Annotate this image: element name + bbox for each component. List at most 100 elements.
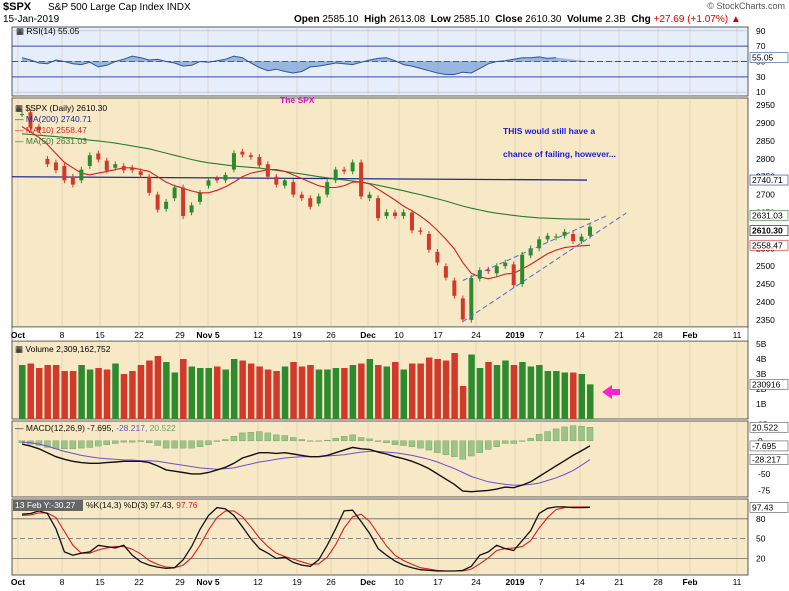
candle-body [181, 187, 186, 217]
volume-bar [502, 360, 509, 419]
price-tick-label: 2450 [756, 279, 775, 289]
volume-bar [61, 371, 68, 419]
volume-bar [222, 369, 229, 419]
macd-legend-part: -28.217, [116, 423, 150, 433]
candle-body [130, 167, 135, 171]
macd-value-label: -7.695 [752, 441, 776, 451]
candle-body [562, 231, 567, 236]
macd-histogram-bar [129, 440, 136, 443]
date-tick-label-bottom: 26 [326, 577, 336, 587]
macd-histogram-bar [264, 432, 272, 442]
macd-histogram-bar [493, 440, 500, 447]
macd-line [21, 443, 591, 493]
volume-bar [44, 365, 51, 419]
volume-bar [112, 363, 119, 419]
candle-body [333, 169, 338, 181]
candle-body [545, 235, 550, 240]
candle-body [53, 162, 58, 171]
stochastic-d-line [21, 506, 591, 572]
stochastic-legend-part: 97.43, [150, 500, 176, 510]
candle-body [87, 155, 92, 166]
volume-bar [230, 359, 238, 419]
macd-histogram-bar [290, 437, 297, 442]
macd-histogram-bar [86, 440, 94, 448]
candle-body [308, 198, 313, 207]
price-tick-label: 2500 [756, 261, 775, 271]
macd-histogram-bar [247, 432, 255, 442]
macd-histogram-bar [535, 434, 543, 442]
stochastic-tooltip: 13 Feb Y:-30.27 [15, 500, 76, 510]
volume-bar [273, 371, 280, 419]
volume-bar [95, 368, 102, 419]
candle-body [469, 277, 474, 320]
macd-legend-part: 20.522 [150, 423, 176, 433]
volume-bar [349, 365, 357, 419]
macd-histogram-bar [518, 440, 526, 442]
candle-body [62, 165, 67, 181]
date-tick-label-bottom: 2019 [506, 577, 525, 587]
stochastic-tooltip-box [13, 500, 83, 511]
volume-bar [510, 365, 518, 419]
candle-body [189, 205, 194, 213]
pink-arrow-icon [602, 385, 620, 399]
date-tick-label: Dec [360, 330, 376, 340]
volume-bar [154, 356, 162, 419]
volume-bar [570, 372, 577, 419]
candle-body [393, 212, 398, 217]
macd-histogram-bar [213, 440, 221, 442]
volume-bar [417, 363, 424, 419]
price-tick-label: 2350 [756, 315, 775, 325]
volume-bar [171, 372, 179, 419]
date-tick-label-bottom: Feb [682, 577, 697, 587]
volume-bar [485, 362, 492, 419]
rsi-value-box [749, 52, 789, 63]
volume-value-label: 230916 [752, 379, 781, 389]
volume-bar [400, 369, 407, 419]
price-value-box [749, 209, 789, 221]
volume-bar [188, 366, 196, 419]
volume-bar [290, 362, 297, 419]
macd-histogram-bar [145, 440, 153, 444]
candle-body [291, 182, 296, 195]
candle-body [443, 266, 448, 278]
candle-body [418, 230, 423, 232]
price-tick-label: 2700 [756, 190, 775, 200]
volume-bar [78, 365, 85, 419]
macd-histogram-bar [476, 440, 483, 453]
volume-bar [239, 360, 246, 419]
price-tick-label: 2950 [756, 100, 775, 110]
candle-body [299, 194, 304, 199]
stochastic-tick-label: 20 [756, 553, 766, 563]
volume-bar [434, 359, 441, 419]
candle-body [248, 155, 253, 158]
volume-bar [459, 386, 467, 419]
date-tick-label-bottom: 29 [175, 577, 185, 587]
date-tick-label: Nov 5 [196, 330, 219, 340]
date-axis-mid [11, 326, 749, 342]
macd-histogram-bar [95, 440, 102, 447]
macd-histogram-bar [112, 440, 119, 444]
stochastic-value-box [749, 502, 789, 513]
stochastic-legend: %K(14,3) %D(3) 97.43, 97.76 [86, 500, 198, 510]
comment-annotation-line1: THIS would still have a [503, 126, 595, 136]
macd-histogram-bar [222, 439, 229, 442]
price-tick-label: 2400 [756, 297, 775, 307]
macd-histogram-bar [281, 435, 289, 442]
volume-bar [544, 371, 552, 419]
price-value-box [749, 239, 789, 251]
wedge-lower-trendline [462, 212, 627, 323]
candle-body [20, 114, 24, 116]
macd-histogram-bar [552, 428, 560, 442]
candle-body [477, 270, 482, 279]
candle-body [198, 192, 203, 202]
volume-bar [587, 384, 594, 419]
date-tick-label: 2019 [506, 330, 525, 340]
volume-bar [561, 372, 569, 419]
candle-body [520, 254, 525, 285]
ma200-legend: — MA(200) 2740.71 [15, 114, 92, 124]
symbol: $SPX [3, 1, 32, 13]
candle-body [452, 280, 457, 296]
date-tick-label: 29 [175, 330, 185, 340]
volume-bar [264, 369, 272, 419]
macd-histogram-bar [137, 440, 144, 442]
